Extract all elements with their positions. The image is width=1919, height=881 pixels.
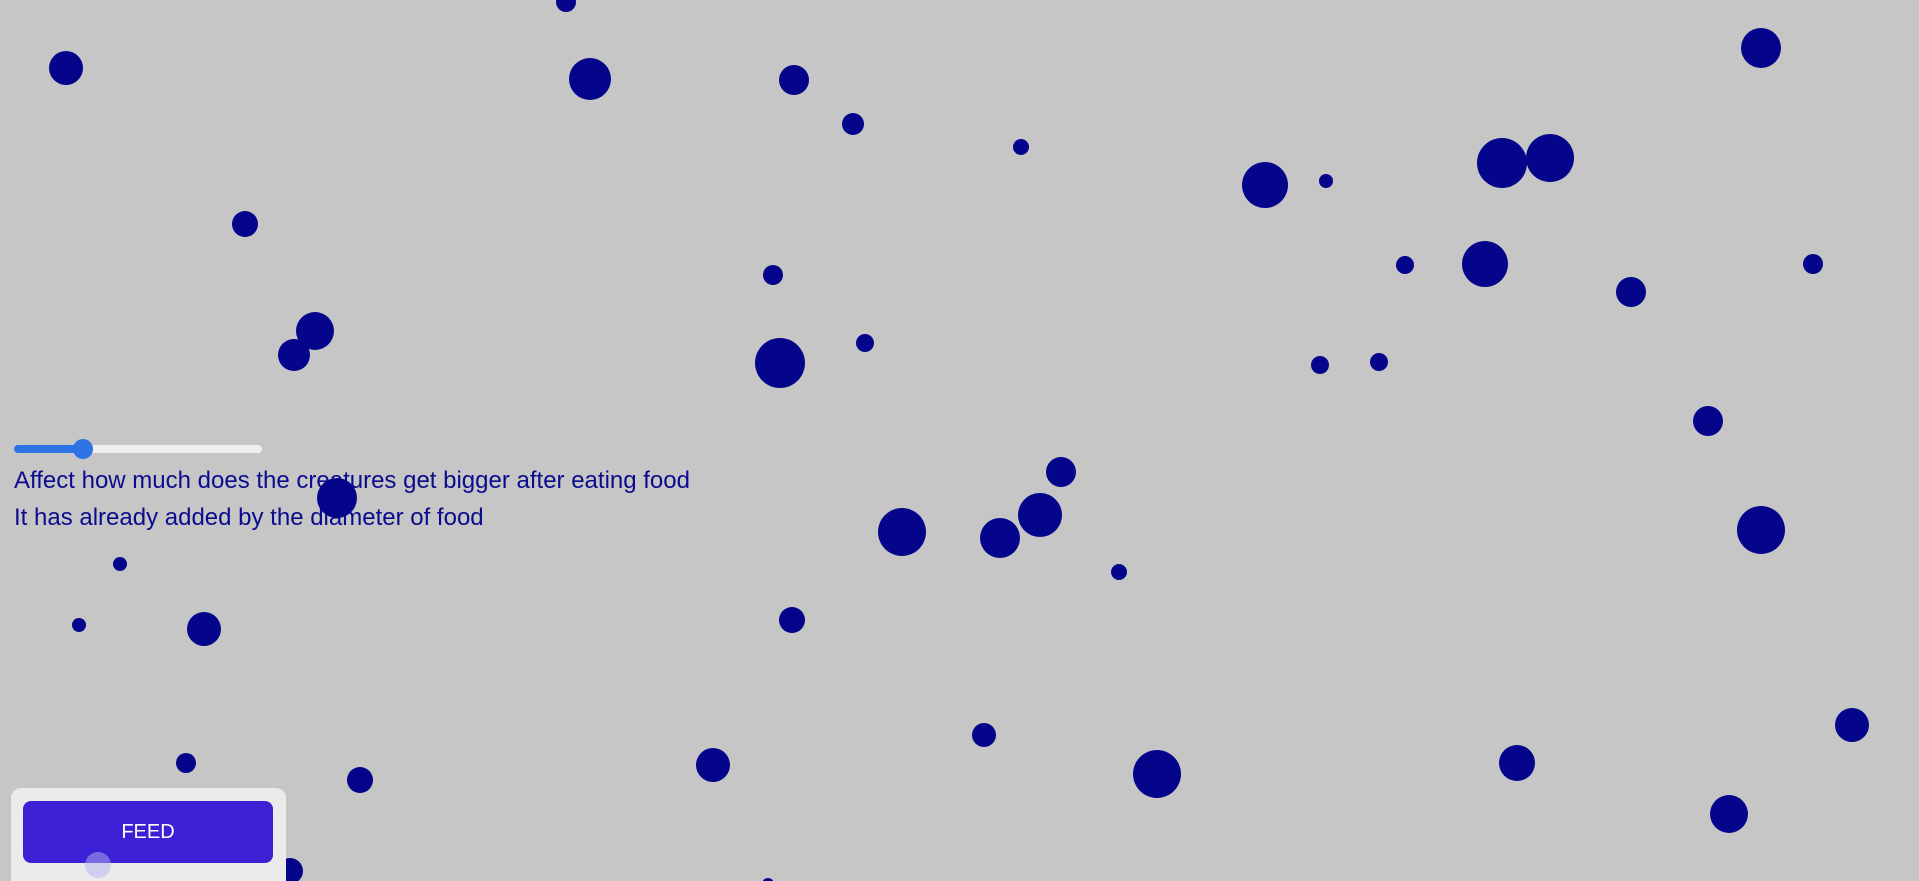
creature [762, 878, 774, 881]
slider-description: Affect how much does the creatures get b… [14, 467, 690, 494]
creature [49, 51, 83, 85]
creature [1111, 564, 1127, 580]
feed-panel: FEED [11, 788, 286, 881]
creature [187, 612, 221, 646]
creature [779, 65, 809, 95]
creature [556, 0, 576, 12]
creature [296, 312, 334, 350]
creature [1370, 353, 1388, 371]
growth-slider[interactable] [14, 437, 262, 461]
creature [980, 518, 1020, 558]
creature [1396, 256, 1414, 274]
creature [72, 618, 86, 632]
creature [1046, 457, 1076, 487]
creature [972, 723, 996, 747]
growth-controls: Affect how much does the creatures get b… [14, 437, 690, 536]
creature [856, 334, 874, 352]
creature [755, 338, 805, 388]
creature [1741, 28, 1781, 68]
creature [1477, 138, 1527, 188]
creature [1462, 241, 1508, 287]
creature [1526, 134, 1574, 182]
creature [176, 753, 196, 773]
creature [1616, 277, 1646, 307]
creature [569, 58, 611, 100]
creature [1499, 745, 1535, 781]
creature [278, 339, 310, 371]
creature [113, 557, 127, 571]
creature [1710, 795, 1748, 833]
creature [878, 508, 926, 556]
creature [347, 767, 373, 793]
creature [1013, 139, 1029, 155]
creature [779, 607, 805, 633]
creature [1693, 406, 1723, 436]
creature [1242, 162, 1288, 208]
feed-button[interactable]: FEED [23, 801, 273, 863]
creature [1018, 493, 1062, 537]
creature [1803, 254, 1823, 274]
creature [1737, 506, 1785, 554]
growth-status-text: It has already added by the diameter of … [14, 504, 484, 531]
creature [763, 265, 783, 285]
creature [842, 113, 864, 135]
creature [1319, 174, 1333, 188]
creature [232, 211, 258, 237]
creature [696, 748, 730, 782]
creature [1311, 356, 1329, 374]
creature [1133, 750, 1181, 798]
creature [1835, 708, 1869, 742]
